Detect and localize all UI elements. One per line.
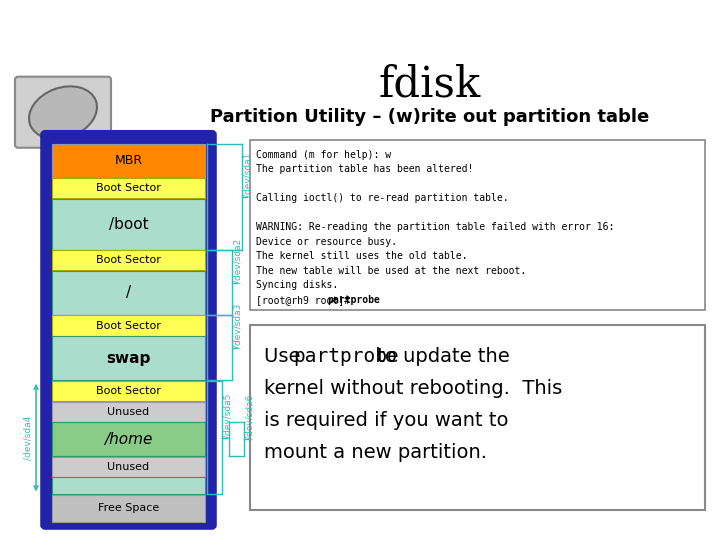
Text: /dev/sda2: /dev/sda2: [233, 238, 243, 282]
Bar: [52, 402, 205, 422]
Text: Unused: Unused: [107, 407, 150, 417]
Text: swap: swap: [107, 351, 150, 366]
Bar: [52, 422, 205, 456]
Text: Command (m for help): w: Command (m for help): w: [256, 150, 391, 160]
Bar: [52, 315, 205, 336]
Bar: [52, 250, 205, 271]
Text: /dev/sda1: /dev/sda1: [243, 152, 253, 197]
FancyBboxPatch shape: [250, 325, 705, 510]
Text: /boot: /boot: [109, 217, 148, 232]
Text: Boot Sector: Boot Sector: [96, 386, 161, 396]
Text: The new table will be used at the next reboot.: The new table will be used at the next r…: [256, 266, 526, 276]
Ellipse shape: [29, 86, 97, 139]
Text: Boot Sector: Boot Sector: [96, 255, 161, 265]
Text: mount a new partition.: mount a new partition.: [264, 443, 487, 462]
Bar: [52, 495, 205, 522]
FancyBboxPatch shape: [43, 133, 214, 527]
Bar: [52, 178, 205, 198]
Bar: [52, 457, 205, 477]
Text: Device or resource busy.: Device or resource busy.: [256, 237, 397, 247]
Text: MBR: MBR: [114, 154, 143, 167]
Text: to update the: to update the: [372, 347, 510, 366]
FancyBboxPatch shape: [15, 77, 111, 148]
Text: The partition table has been altered!: The partition table has been altered!: [256, 164, 473, 174]
Bar: [52, 336, 205, 380]
Text: Unused: Unused: [107, 462, 150, 472]
Text: Boot Sector: Boot Sector: [96, 183, 161, 193]
Text: kernel without rebooting.  This: kernel without rebooting. This: [264, 379, 562, 398]
Text: /dev/sda4: /dev/sda4: [24, 415, 32, 460]
Text: Syncing disks.: Syncing disks.: [256, 280, 338, 291]
Text: Use: Use: [264, 347, 307, 366]
Text: Free Space: Free Space: [98, 503, 159, 514]
Text: Calling ioctl() to re-read partition table.: Calling ioctl() to re-read partition tab…: [256, 193, 508, 203]
Text: /dev/sda3: /dev/sda3: [233, 303, 243, 348]
Text: partprobe: partprobe: [328, 295, 381, 305]
Text: Boot Sector: Boot Sector: [96, 321, 161, 330]
Text: /dev/sda6: /dev/sda6: [246, 395, 254, 439]
Text: partprobe: partprobe: [293, 347, 399, 366]
Text: /dev/sda5: /dev/sda5: [223, 393, 233, 437]
Text: CIS 191 - Lesson 2: CIS 191 - Lesson 2: [246, 15, 474, 35]
Text: The kernel still uses the old table.: The kernel still uses the old table.: [256, 251, 467, 261]
Bar: [52, 477, 205, 495]
Text: /home: /home: [104, 432, 153, 447]
Bar: [52, 271, 205, 315]
Bar: [52, 144, 205, 178]
Text: WARNING: Re-reading the partition table failed with error 16:: WARNING: Re-reading the partition table …: [256, 222, 614, 232]
Text: Partition Utility – (w)rite out partition table: Partition Utility – (w)rite out partitio…: [210, 107, 649, 126]
Bar: [52, 381, 205, 401]
Text: fdisk: fdisk: [379, 64, 481, 106]
Bar: [52, 199, 205, 249]
Text: [root@rh9 root]#: [root@rh9 root]#: [256, 295, 356, 305]
Text: is required if you want to: is required if you want to: [264, 411, 508, 430]
Text: /: /: [126, 286, 131, 300]
FancyBboxPatch shape: [250, 140, 705, 310]
